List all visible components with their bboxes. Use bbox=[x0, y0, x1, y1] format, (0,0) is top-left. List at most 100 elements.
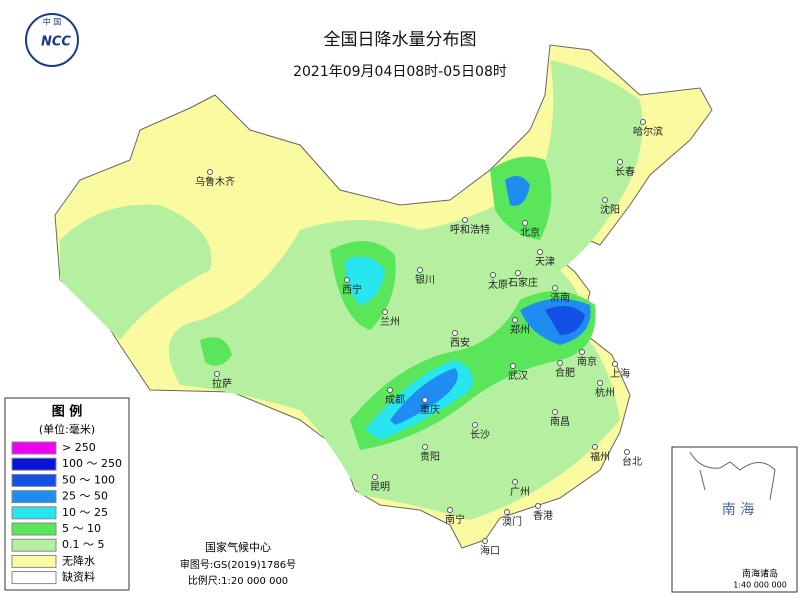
footer-scale: 比例尺:1:20 000 000 bbox=[188, 574, 288, 587]
city-dot bbox=[612, 361, 618, 367]
city-dot bbox=[482, 538, 488, 544]
inset-title: 南 海 bbox=[722, 502, 754, 518]
city-label: 澳门 bbox=[502, 515, 522, 528]
city-dot bbox=[422, 444, 428, 450]
city-label: 重庆 bbox=[420, 403, 440, 416]
legend-swatch bbox=[11, 457, 57, 471]
logo-ring bbox=[25, 13, 79, 67]
inset-coast bbox=[689, 451, 776, 501]
city-label: 合肥 bbox=[555, 366, 575, 379]
legend-label: 50 ～ 100 bbox=[62, 473, 115, 486]
city-dot bbox=[512, 479, 518, 485]
city-dot bbox=[552, 285, 558, 291]
city-label: 西安 bbox=[450, 336, 470, 349]
city-dot bbox=[452, 330, 458, 336]
city-dot bbox=[504, 509, 510, 515]
legend-label: > 250 bbox=[62, 441, 96, 454]
city-dot bbox=[557, 360, 563, 366]
city-label: 济南 bbox=[550, 291, 570, 304]
city-label: 长沙 bbox=[470, 429, 490, 441]
city-label: 长春 bbox=[615, 166, 635, 178]
city-dot bbox=[640, 119, 646, 125]
city-dot bbox=[515, 270, 521, 276]
city-dot bbox=[344, 277, 350, 283]
legend-label: 无降水 bbox=[62, 553, 95, 567]
city-label: 哈尔滨 bbox=[633, 125, 663, 138]
city-dot bbox=[535, 503, 541, 509]
city-dot bbox=[602, 197, 608, 203]
city-dot bbox=[447, 507, 453, 513]
city-label: 海口 bbox=[480, 544, 500, 557]
legend-unit: (单位:毫米) bbox=[39, 422, 95, 436]
city-label: 南宁 bbox=[445, 513, 465, 526]
city-label: 广州 bbox=[510, 486, 530, 498]
legend-items: > 250 100 ～ 250 50 ～ 100 25 ～ 50 10 ～ 25 5 ～ … bbox=[11, 441, 122, 585]
city-label: 杭州 bbox=[595, 386, 615, 399]
legend-label: 25 ～ 50 bbox=[62, 490, 108, 503]
city-label: 南京 bbox=[577, 355, 597, 368]
city-label: 福州 bbox=[590, 450, 610, 463]
city-dot bbox=[462, 217, 468, 223]
city-label: 银川 bbox=[415, 273, 435, 286]
city-dot bbox=[512, 317, 518, 323]
city-label: 南昌 bbox=[550, 415, 570, 428]
city-dot bbox=[207, 169, 213, 175]
city-dot bbox=[510, 363, 516, 369]
city-label: 北京 bbox=[520, 226, 540, 239]
city-dot bbox=[522, 220, 528, 226]
city-dot bbox=[592, 444, 598, 450]
city-label: 呼和浩特 bbox=[450, 224, 490, 236]
city-label: 兰州 bbox=[380, 315, 400, 328]
legend-label: 100 ～ 250 bbox=[62, 457, 122, 470]
legend-swatch bbox=[11, 554, 57, 568]
legend-label: 5 ～ 10 bbox=[62, 522, 101, 535]
city-label: 天津 bbox=[535, 256, 555, 268]
city-dot bbox=[579, 349, 585, 355]
city-label: 西宁 bbox=[342, 283, 362, 296]
inset-box bbox=[671, 446, 798, 593]
city-dot bbox=[537, 249, 543, 255]
inset-label: 南海诸岛 bbox=[742, 568, 778, 580]
inset-scale: 1:40 000 000 bbox=[733, 581, 787, 590]
city-dot bbox=[422, 397, 428, 403]
city-label: 台北 bbox=[622, 455, 642, 468]
city-dot bbox=[372, 474, 378, 480]
city-dot bbox=[490, 272, 496, 278]
city-label: 郑州 bbox=[510, 323, 530, 336]
city-dot bbox=[382, 309, 388, 315]
legend-label: 10 ～ 25 bbox=[62, 506, 108, 519]
legend-swatch bbox=[11, 522, 57, 536]
city-dot bbox=[387, 387, 393, 393]
legend-swatch bbox=[11, 473, 57, 487]
city-label: 武汉 bbox=[508, 369, 528, 382]
city-dot bbox=[617, 159, 623, 165]
city-label: 成都 bbox=[385, 394, 405, 406]
city-label: 香港 bbox=[533, 510, 553, 522]
city-dot bbox=[597, 380, 603, 386]
city-dot bbox=[214, 371, 220, 377]
legend-label: 0.1 ～ 5 bbox=[62, 538, 105, 551]
city-dot bbox=[624, 449, 630, 455]
legend-title: 图 例 bbox=[52, 404, 83, 420]
legend-swatch bbox=[11, 441, 57, 455]
logo-text: NCC bbox=[41, 35, 71, 50]
legend-swatch bbox=[11, 506, 57, 520]
city-label: 拉萨 bbox=[212, 377, 232, 390]
logo-cn: 中 国 bbox=[43, 17, 62, 27]
footer-org: 国家气候中心 bbox=[205, 540, 271, 554]
legend-swatch bbox=[11, 538, 57, 552]
subtitle: 2021年09月04日08时-05日08时 bbox=[293, 64, 507, 80]
city-dot bbox=[417, 267, 423, 273]
city-label: 贵阳 bbox=[420, 450, 440, 463]
legend-label: 缺资料 bbox=[62, 570, 95, 584]
legend-swatch bbox=[11, 490, 57, 504]
city-label: 上海 bbox=[610, 367, 630, 380]
city-label: 太原 bbox=[488, 278, 508, 291]
city-dot bbox=[472, 422, 478, 428]
rain-areas bbox=[60, 60, 643, 520]
footer-map-no: 审图号:GS(2019)1786号 bbox=[180, 558, 296, 571]
city-label: 石家庄 bbox=[508, 276, 538, 289]
city-dot bbox=[552, 409, 558, 415]
